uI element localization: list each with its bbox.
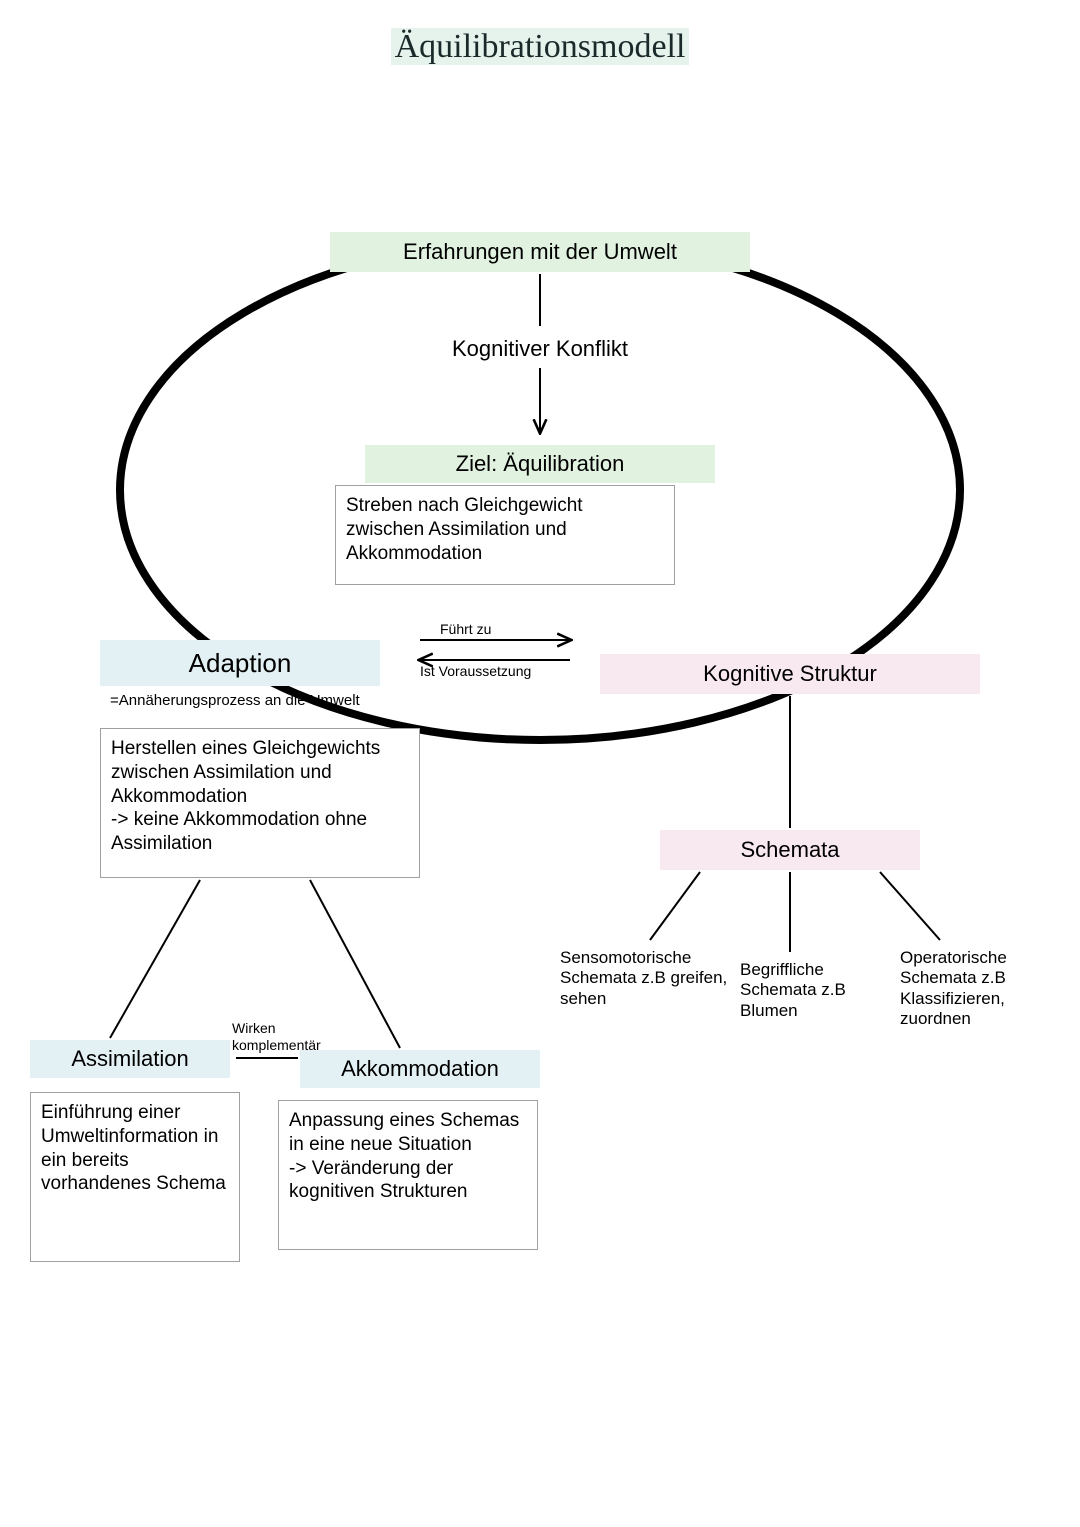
label-fuehrt-zu: Führt zu xyxy=(440,621,560,638)
schema-leaf-operatorisch: Operatorische Schemata z.B Klassifiziere… xyxy=(900,948,1060,1030)
desc-adaption: Herstellen eines Gleichgewichts zwischen… xyxy=(100,728,420,878)
diagram-stage: Äquilibrationsmodell Erfahrungen mit der… xyxy=(0,0,1080,1527)
label: Kognitiver Konflikt xyxy=(452,336,628,362)
label: Adaption xyxy=(189,648,292,679)
node-kognitiver-konflikt: Kognitiver Konflikt xyxy=(360,330,720,368)
label: Erfahrungen mit der Umwelt xyxy=(403,239,677,265)
label: Ziel: Äquilibration xyxy=(456,451,625,477)
desc-assimilation: Einführung einer Umweltinformation in ei… xyxy=(30,1092,240,1262)
label: Schemata xyxy=(740,837,839,863)
diagram-title: Äquilibrationsmodell xyxy=(0,28,1080,66)
node-assimilation: Assimilation xyxy=(30,1040,230,1078)
text: =Annäherungsprozess an die Umwelt xyxy=(110,692,360,709)
schema-leaf-sensomotorisch: Sensomotorische Schemata z.B greifen, se… xyxy=(560,948,730,1009)
label-ist-voraussetzung: Ist Voraussetzung xyxy=(420,663,580,680)
label: Akkommodation xyxy=(341,1056,499,1082)
node-ziel: Ziel: Äquilibration xyxy=(365,445,715,483)
desc-akkommodation: Anpassung eines Schemas in eine neue Sit… xyxy=(278,1100,538,1250)
text: Streben nach Gleichgewicht zwischen Assi… xyxy=(346,495,583,564)
node-adaption: Adaption xyxy=(100,640,380,686)
node-kognitive-struktur: Kognitive Struktur xyxy=(600,654,980,694)
label: Kognitive Struktur xyxy=(703,661,877,687)
text: Führt zu xyxy=(440,621,491,637)
schema-leaf-begrifflich: Begriffliche Schemata z.B Blumen xyxy=(740,960,890,1021)
text: Anpassung eines Schemas in eine neue Sit… xyxy=(289,1110,519,1202)
label-wirken-komplementaer: Wirken komplementär xyxy=(232,1020,322,1054)
text: Einführung einer Umweltinformation in ei… xyxy=(41,1102,226,1194)
label: Assimilation xyxy=(71,1046,188,1072)
node-schemata: Schemata xyxy=(660,830,920,870)
text: Operatorische Schemata z.B Klassifiziere… xyxy=(900,948,1007,1028)
node-erfahrungen: Erfahrungen mit der Umwelt xyxy=(330,232,750,272)
text: Wirken komplementär xyxy=(232,1020,321,1053)
text: Sensomotorische Schemata z.B greifen, se… xyxy=(560,948,727,1008)
subtext-adaption: =Annäherungsprozess an die Umwelt xyxy=(110,692,440,710)
node-akkommodation: Akkommodation xyxy=(300,1050,540,1088)
text: Herstellen eines Gleichgewichts zwischen… xyxy=(111,738,380,854)
text: Begriffliche Schemata z.B Blumen xyxy=(740,960,846,1020)
text: Ist Voraussetzung xyxy=(420,663,531,679)
title-text: Äquilibrationsmodell xyxy=(391,28,690,65)
desc-ziel: Streben nach Gleichgewicht zwischen Assi… xyxy=(335,485,675,585)
